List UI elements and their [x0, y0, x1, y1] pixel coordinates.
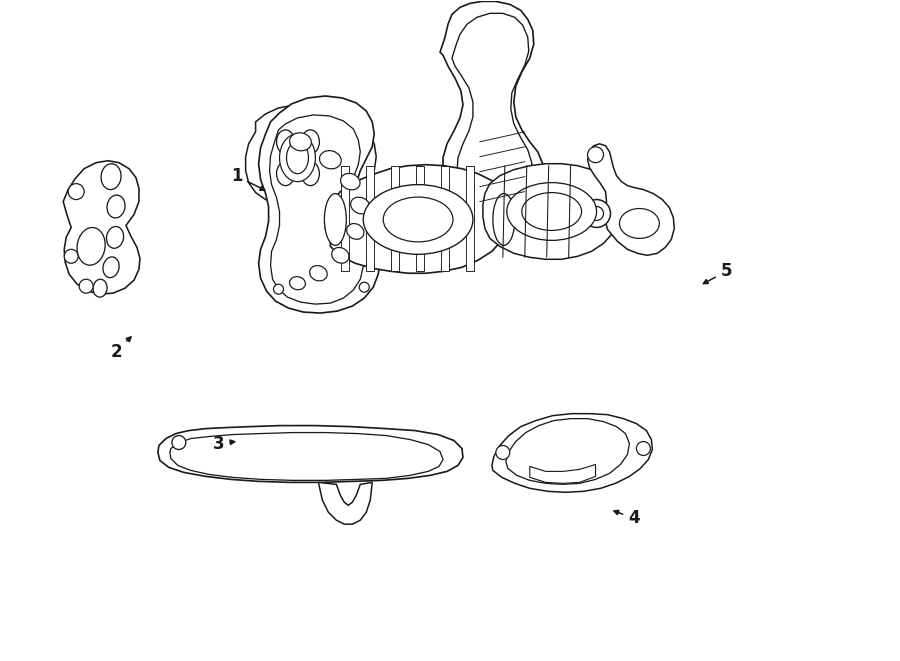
Circle shape	[588, 147, 604, 163]
Text: 1: 1	[230, 167, 265, 190]
Circle shape	[359, 282, 369, 292]
Circle shape	[582, 200, 610, 227]
Circle shape	[68, 184, 84, 200]
Text: 5: 5	[704, 262, 732, 284]
Ellipse shape	[517, 196, 591, 237]
Ellipse shape	[493, 194, 515, 245]
Circle shape	[64, 249, 78, 263]
Polygon shape	[170, 432, 443, 481]
Ellipse shape	[101, 164, 121, 190]
Circle shape	[274, 284, 284, 294]
Ellipse shape	[93, 279, 107, 297]
Polygon shape	[466, 166, 474, 271]
Polygon shape	[492, 414, 652, 492]
Ellipse shape	[276, 130, 294, 154]
Ellipse shape	[351, 197, 370, 214]
Ellipse shape	[310, 266, 328, 281]
Polygon shape	[341, 166, 349, 271]
Polygon shape	[530, 465, 596, 483]
Ellipse shape	[522, 192, 581, 231]
Polygon shape	[498, 184, 609, 249]
Polygon shape	[440, 1, 544, 214]
Circle shape	[172, 436, 185, 449]
Ellipse shape	[77, 227, 105, 265]
Ellipse shape	[507, 182, 597, 241]
Ellipse shape	[276, 162, 294, 186]
Ellipse shape	[346, 223, 364, 239]
Polygon shape	[319, 483, 373, 524]
Text: 3: 3	[212, 435, 235, 453]
Polygon shape	[506, 418, 629, 485]
Ellipse shape	[383, 197, 453, 242]
Polygon shape	[416, 166, 424, 271]
Ellipse shape	[103, 257, 119, 278]
Ellipse shape	[290, 133, 311, 151]
Ellipse shape	[286, 142, 309, 174]
Polygon shape	[366, 166, 374, 271]
Text: 2: 2	[111, 337, 131, 360]
Circle shape	[79, 279, 93, 293]
Ellipse shape	[302, 130, 319, 154]
Ellipse shape	[320, 151, 341, 169]
Polygon shape	[158, 426, 463, 483]
Polygon shape	[63, 161, 140, 294]
Ellipse shape	[332, 247, 349, 263]
Ellipse shape	[107, 195, 125, 218]
Polygon shape	[258, 96, 380, 313]
Ellipse shape	[619, 208, 660, 239]
Circle shape	[636, 442, 651, 455]
Ellipse shape	[280, 134, 315, 182]
Ellipse shape	[324, 194, 346, 245]
Ellipse shape	[106, 227, 123, 249]
Polygon shape	[326, 165, 509, 273]
Ellipse shape	[302, 162, 319, 186]
Polygon shape	[392, 166, 400, 271]
Polygon shape	[270, 115, 364, 304]
Polygon shape	[588, 144, 674, 255]
Text: 4: 4	[614, 509, 640, 527]
Ellipse shape	[364, 184, 472, 254]
Polygon shape	[452, 13, 532, 204]
Ellipse shape	[340, 173, 360, 190]
Ellipse shape	[290, 277, 305, 290]
Polygon shape	[441, 166, 449, 271]
Polygon shape	[483, 164, 619, 259]
Circle shape	[590, 206, 604, 221]
Circle shape	[496, 446, 509, 459]
Polygon shape	[246, 105, 376, 206]
